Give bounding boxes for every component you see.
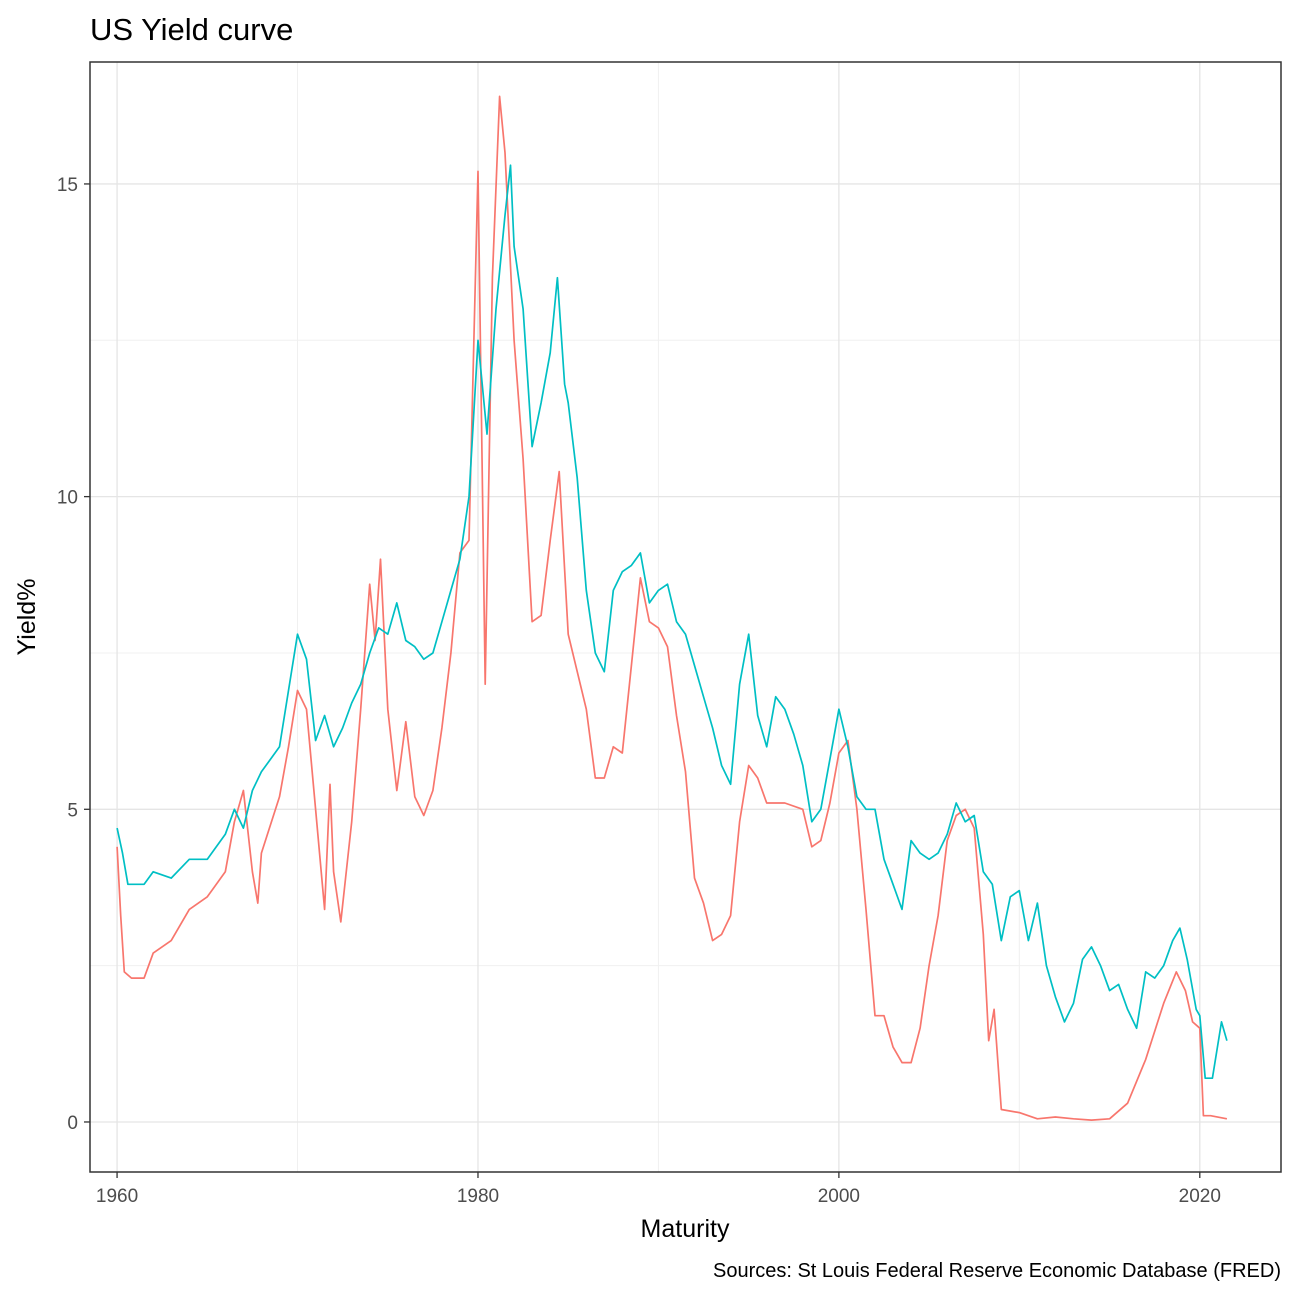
series-layer <box>116 95 1228 1121</box>
y-tick-label: 15 <box>57 175 78 196</box>
x-tick-label: 1980 <box>457 1186 499 1207</box>
chart-caption: Sources: St Louis Federal Reserve Econom… <box>713 1260 1281 1282</box>
plot-panel-border <box>89 61 1282 1173</box>
y-tick-label: 0 <box>67 1113 78 1134</box>
y-tick-label: 5 <box>67 800 78 821</box>
series-line-1 <box>116 95 1228 1121</box>
x-tick-label: 2000 <box>818 1186 860 1207</box>
series-line-2 <box>116 164 1228 1080</box>
major-gridlines <box>90 62 1281 1172</box>
x-axis: 1960 1980 2000 2020 <box>96 1172 1221 1207</box>
x-tick-label: 1960 <box>96 1186 138 1207</box>
chart-title: US Yield curve <box>90 12 293 47</box>
y-axis: 0 5 10 15 <box>57 175 90 1134</box>
minor-gridlines <box>90 62 1281 1172</box>
y-axis-title: Yield% <box>13 579 41 656</box>
plot-background <box>90 62 1281 1172</box>
x-tick-label: 2020 <box>1179 1186 1221 1207</box>
x-axis-title: Maturity <box>641 1215 730 1243</box>
y-tick-label: 10 <box>57 488 78 509</box>
